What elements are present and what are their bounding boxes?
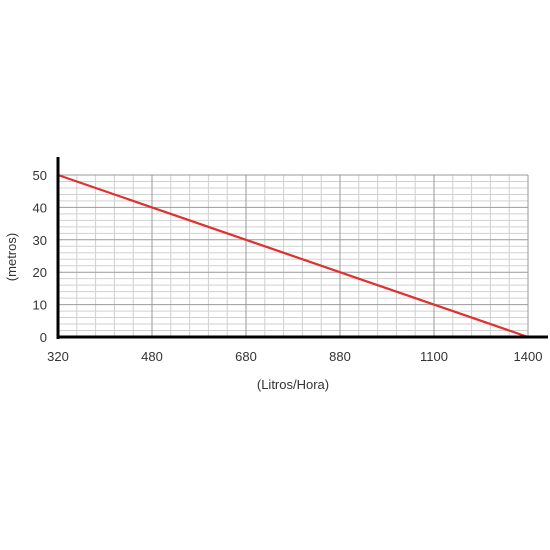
y-axis-title: (metros)	[4, 233, 19, 281]
y-tick-label: 40	[33, 200, 47, 215]
x-tick-label: 480	[141, 349, 163, 364]
y-tick-label: 30	[33, 233, 47, 248]
x-tick-label: 320	[47, 349, 69, 364]
series-line-0	[56, 173, 530, 339]
y-tick-label: 20	[33, 265, 47, 280]
grid	[58, 174, 529, 337]
y-tick-label: 50	[33, 168, 47, 183]
x-tick-label: 1100	[420, 349, 448, 364]
x-tick-label: 880	[329, 349, 351, 364]
x-tick-label: 1400	[514, 349, 543, 364]
axes	[56, 157, 548, 339]
x-tick-label: 680	[235, 349, 257, 364]
y-tick-labels: 0 10 20 30 40 50	[33, 168, 47, 345]
x-axis-title: (Litros/Hora)	[257, 377, 329, 392]
y-tick-label: 10	[33, 298, 47, 313]
y-tick-label: 0	[40, 330, 47, 345]
x-tick-labels: 320 480 680 880 1100 1400	[47, 349, 542, 364]
series-layer	[56, 173, 530, 339]
